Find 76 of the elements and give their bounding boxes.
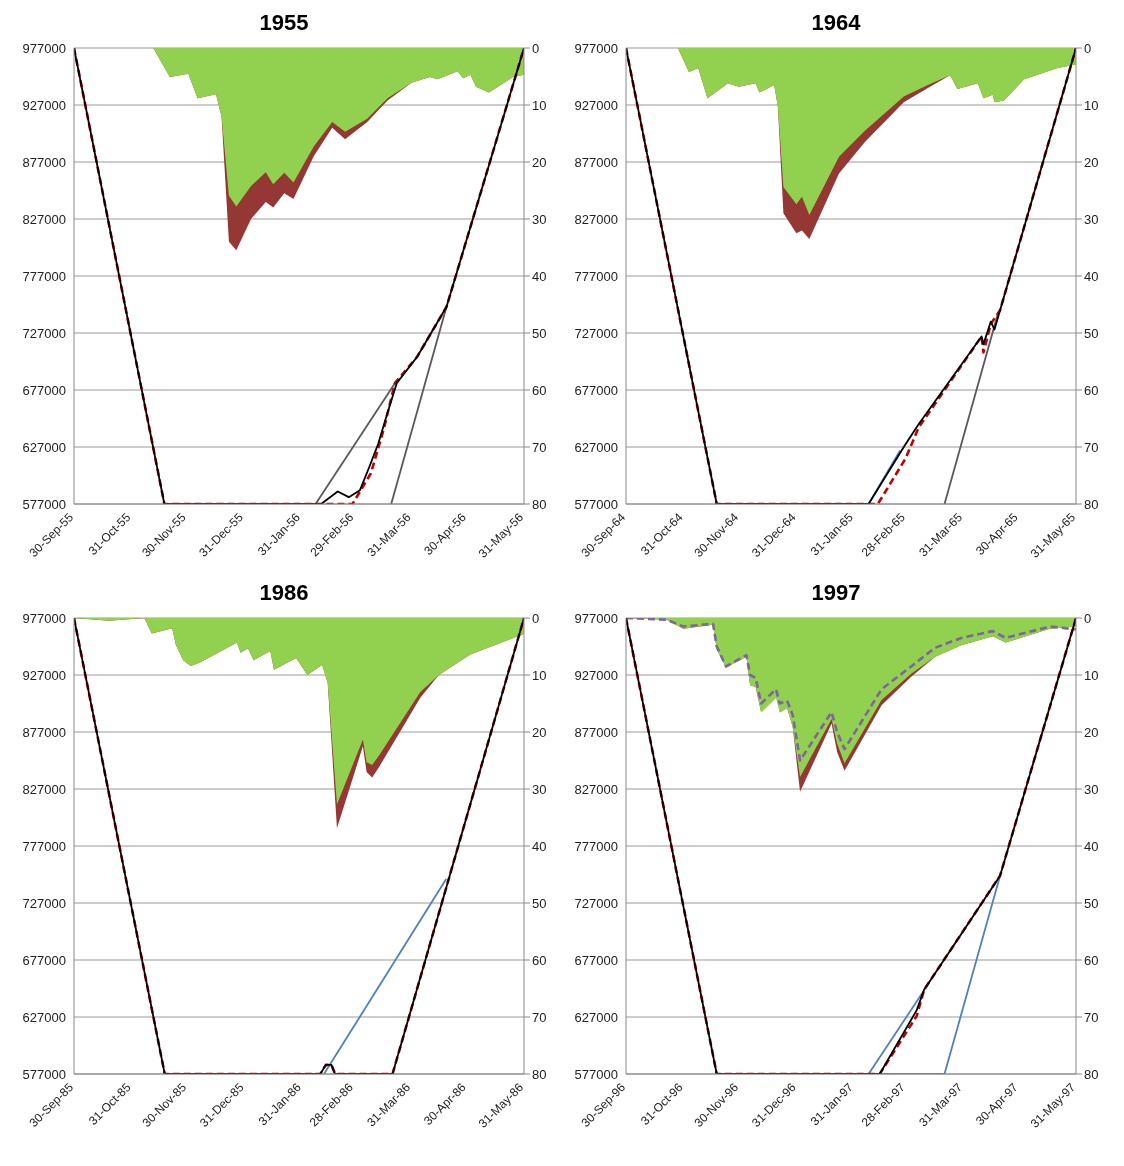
y-tick-label: 727000: [574, 325, 618, 341]
y2-tick-label: 70: [1084, 1009, 1099, 1025]
y2-tick-label: 40: [532, 268, 547, 284]
y-tick-label: 627000: [22, 1009, 66, 1025]
y-tick-label: 627000: [574, 1009, 618, 1025]
y-tick-label: 877000: [574, 154, 618, 170]
y-tick-label: 777000: [22, 838, 66, 854]
y-tick-label: 777000: [574, 268, 618, 284]
y-tick-label: 727000: [574, 895, 618, 911]
y2-tick-label: 10: [532, 667, 547, 683]
y2-tick-label: 0: [532, 40, 540, 56]
chart-title: 1997: [810, 579, 862, 607]
y2-tick-label: 70: [532, 1009, 547, 1025]
y2-tick-label: 40: [1084, 268, 1099, 284]
y2-tick-label: 10: [1084, 667, 1099, 683]
y2-tick-label: 20: [532, 724, 547, 740]
y2-tick-label: 30: [532, 211, 547, 227]
y2-tick-label: 30: [1084, 781, 1099, 797]
y2-tick-label: 50: [532, 895, 547, 911]
y2-tick-label: 60: [1084, 382, 1099, 398]
y2-tick-label: 50: [532, 325, 547, 341]
y-tick-label: 877000: [22, 724, 66, 740]
y2-tick-label: 30: [532, 781, 547, 797]
y-tick-label: 627000: [574, 439, 618, 455]
y-tick-label: 977000: [22, 40, 66, 56]
y-tick-label: 877000: [22, 154, 66, 170]
y-tick-label: 827000: [574, 211, 618, 227]
y-tick-label: 927000: [22, 97, 66, 113]
y2-tick-label: 40: [1084, 838, 1099, 854]
y2-tick-label: 0: [1084, 610, 1092, 626]
y2-tick-label: 80: [532, 496, 547, 512]
y2-tick-label: 10: [532, 97, 547, 113]
y2-tick-label: 10: [1084, 97, 1099, 113]
y-tick-label: 877000: [574, 724, 618, 740]
y2-tick-label: 20: [532, 154, 547, 170]
y2-tick-label: 20: [1084, 724, 1099, 740]
y2-tick-label: 60: [532, 952, 547, 968]
y-tick-label: 777000: [574, 838, 618, 854]
chart-title: 1986: [258, 579, 310, 607]
y2-tick-label: 70: [532, 439, 547, 455]
y-tick-label: 977000: [574, 610, 618, 626]
y-tick-label: 577000: [574, 1066, 618, 1082]
y-tick-label: 927000: [22, 667, 66, 683]
y-tick-label: 677000: [574, 952, 618, 968]
y-tick-label: 577000: [574, 496, 618, 512]
y2-tick-label: 80: [1084, 496, 1099, 512]
y2-tick-label: 40: [532, 838, 547, 854]
y-tick-label: 727000: [22, 325, 66, 341]
y2-tick-label: 30: [1084, 211, 1099, 227]
y2-tick-label: 60: [532, 382, 547, 398]
y-tick-label: 977000: [574, 40, 618, 56]
y-tick-label: 677000: [574, 382, 618, 398]
y2-tick-label: 20: [1084, 154, 1099, 170]
y-tick-label: 777000: [22, 268, 66, 284]
chart-title: 1955: [258, 9, 310, 37]
y-tick-label: 727000: [22, 895, 66, 911]
y-tick-label: 677000: [22, 382, 66, 398]
y2-tick-label: 80: [1084, 1066, 1099, 1082]
y2-tick-label: 80: [532, 1066, 547, 1082]
y-tick-label: 827000: [22, 781, 66, 797]
chart-title: 1964: [810, 9, 862, 37]
y-tick-label: 977000: [22, 610, 66, 626]
y2-tick-label: 60: [1084, 952, 1099, 968]
y2-tick-label: 0: [532, 610, 540, 626]
y-tick-label: 827000: [574, 781, 618, 797]
y2-tick-label: 70: [1084, 439, 1099, 455]
y-tick-label: 827000: [22, 211, 66, 227]
y-tick-label: 577000: [22, 496, 66, 512]
y2-tick-label: 0: [1084, 40, 1092, 56]
y-tick-label: 577000: [22, 1066, 66, 1082]
y-tick-label: 927000: [574, 97, 618, 113]
y2-tick-label: 50: [1084, 895, 1099, 911]
y-tick-label: 677000: [22, 952, 66, 968]
y2-tick-label: 50: [1084, 325, 1099, 341]
y-tick-label: 927000: [574, 667, 618, 683]
y-tick-label: 627000: [22, 439, 66, 455]
